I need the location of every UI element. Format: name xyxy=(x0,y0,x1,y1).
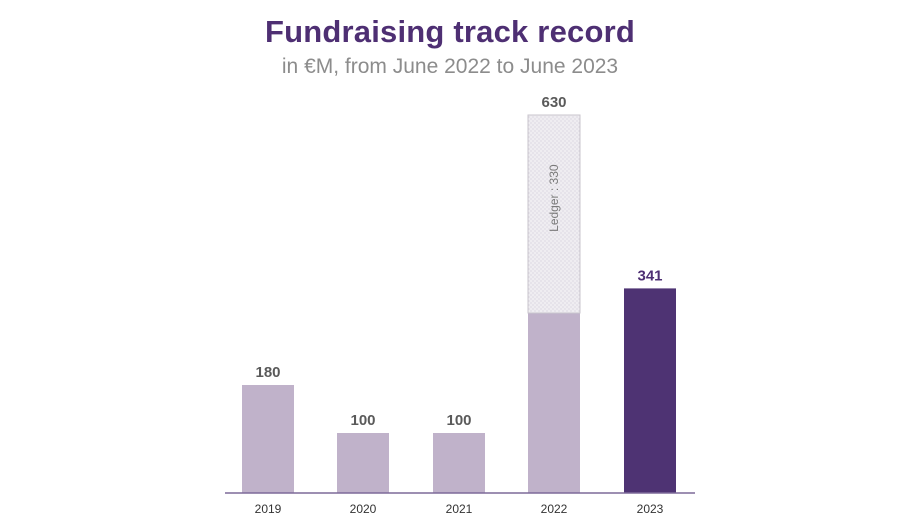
value-label-2020: 100 xyxy=(350,412,375,429)
value-label-2019: 180 xyxy=(255,364,280,381)
value-label-2022: 630 xyxy=(541,94,566,111)
bar-segment-ledger xyxy=(527,114,581,314)
bar-2023 xyxy=(624,288,676,493)
category-label-2023: 2023 xyxy=(637,502,664,516)
value-label-2021: 100 xyxy=(446,412,471,429)
bar-2022 xyxy=(528,313,580,493)
value-label-2023: 341 xyxy=(637,267,662,284)
bar-2019 xyxy=(242,385,294,493)
category-label-2020: 2020 xyxy=(350,502,377,516)
category-label-2021: 2021 xyxy=(446,502,473,516)
chart-subtitle: in €M, from June 2022 to June 2023 xyxy=(281,55,619,78)
segment-label-ledger: Ledger : 330 xyxy=(547,164,561,232)
bar-2020 xyxy=(337,433,389,493)
category-label-2022: 2022 xyxy=(541,502,568,516)
category-label-2019: 2019 xyxy=(255,502,282,516)
bar-2021 xyxy=(433,433,485,493)
chart-title: Fundraising track record xyxy=(264,14,635,49)
